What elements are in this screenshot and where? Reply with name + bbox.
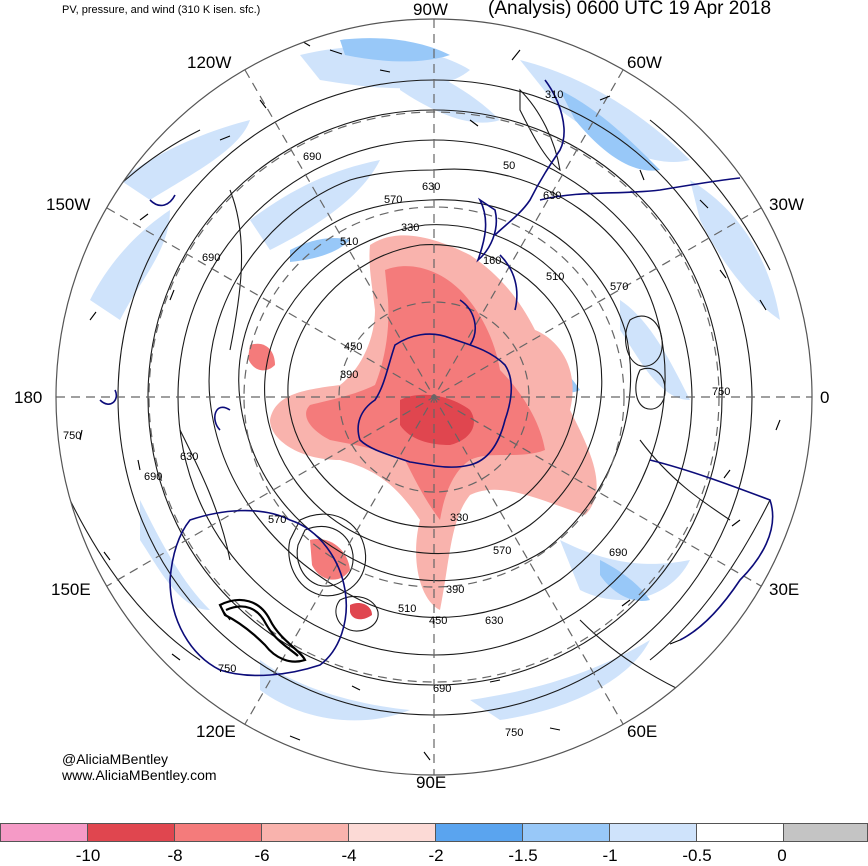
contour-label: 160 [483, 255, 502, 267]
colorbar-swatch [783, 823, 868, 842]
contour-label: 510 [340, 236, 359, 248]
lon-label-120w: 120W [187, 53, 232, 72]
contour-label: 50 [503, 160, 516, 172]
pv-shading-negative [248, 235, 597, 620]
lon-label-150w: 150W [46, 195, 91, 214]
wind-barbs [79, 39, 781, 761]
lon-label-180: 180 [14, 388, 43, 407]
contour-label: 750 [505, 727, 524, 739]
lon-label-150e: 150E [51, 580, 91, 599]
contour-label: 690 [202, 252, 221, 264]
contour-label: 690 [433, 683, 452, 695]
contour-label: 570 [610, 281, 629, 293]
contour-label: 390 [446, 584, 465, 596]
contour-label: 570 [384, 194, 403, 206]
credit-handle: @AliciaMBentley [62, 751, 169, 767]
contour-label: 750 [218, 663, 237, 675]
contour-label: 750 [712, 386, 731, 398]
contour-label: 630 [180, 451, 199, 463]
lon-label-30e: 30E [769, 580, 800, 599]
colorbar-swatch [348, 823, 436, 842]
colorbar-label: -10 [75, 846, 101, 865]
contour-label: 630 [543, 190, 562, 202]
contour-label: 750 [63, 430, 82, 442]
lon-label-0: 0 [820, 388, 830, 407]
colorbar-swatch [87, 823, 175, 842]
colorbar-swatch [696, 823, 784, 842]
colorbar-label: -1.5 [508, 846, 538, 865]
contour-label: 570 [493, 545, 512, 557]
contour-label: 310 [545, 89, 564, 101]
colorbar-label: -0.5 [682, 846, 712, 865]
lon-label-60w: 60W [627, 53, 662, 72]
coastlines [99, 79, 774, 677]
colorbar-swatch [0, 823, 88, 842]
colorbar-swatch [261, 823, 349, 842]
credit-url: www.AliciaMBentley.com [62, 767, 217, 783]
lat-lon-grid [56, 19, 812, 775]
lon-label-60e: 60E [627, 722, 658, 741]
contour-label: 390 [340, 369, 359, 381]
colorbar-label: -2 [428, 846, 444, 865]
lon-label-90e: 90E [416, 773, 447, 792]
contour-label: 690 [609, 547, 628, 559]
contour-label: 510 [398, 603, 417, 615]
contour-label: 690 [303, 151, 322, 163]
contour-label: 570 [268, 514, 287, 526]
contour-label: 450 [344, 341, 363, 353]
contour-label: 330 [401, 222, 420, 234]
lon-label-90w: 90W [413, 0, 448, 19]
contour-label: 450 [429, 615, 448, 627]
colorbar-label: -6 [254, 846, 270, 865]
contour-label: 510 [546, 271, 565, 283]
lon-label-30w: 30W [769, 195, 804, 214]
contour-label: 630 [422, 181, 441, 193]
colorbar-label: -4 [341, 846, 357, 865]
map-title: (Analysis) 0600 UTC 19 Apr 2018 [488, 0, 772, 19]
colorbar-swatch [522, 823, 610, 842]
colorbar-label: -8 [167, 846, 183, 865]
contour-label: 690 [144, 471, 163, 483]
contour-label: 330 [450, 512, 469, 524]
map-subtitle: PV, pressure, and wind (310 K isen. sfc.… [62, 4, 261, 16]
colorbar-label: 0 [777, 846, 787, 865]
colorbar-swatch [609, 823, 697, 842]
map-boundary [55, 18, 813, 776]
colorbar-swatch [174, 823, 262, 842]
heavy-contour [218, 598, 307, 663]
colorbar-label: -1 [602, 846, 618, 865]
colorbar-swatch [435, 823, 523, 842]
lon-label-120e: 120E [196, 722, 236, 741]
contour-label: 630 [485, 615, 504, 627]
